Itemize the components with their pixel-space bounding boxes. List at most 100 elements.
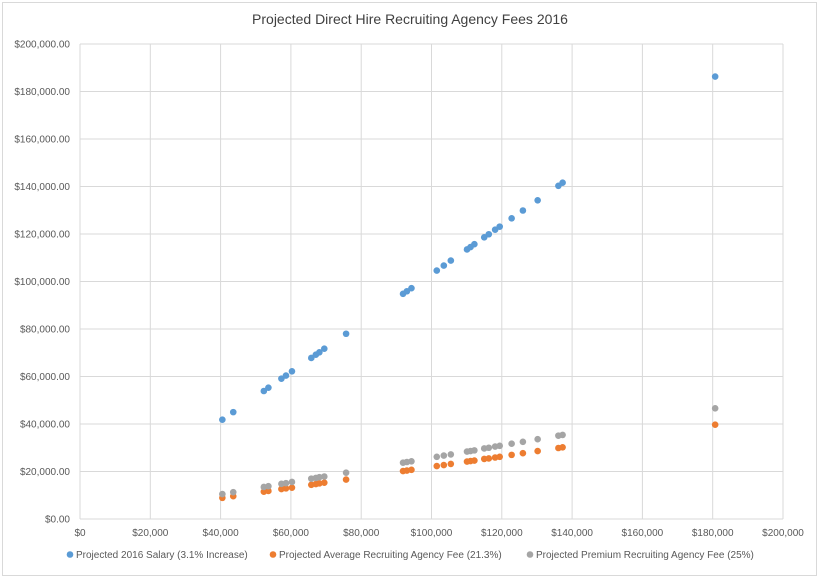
x-tick-label: $140,000 [551, 528, 593, 539]
legend-label: Projected Premium Recruiting Agency Fee … [536, 550, 754, 561]
data-point [559, 431, 566, 439]
data-point [496, 453, 503, 461]
data-point [508, 440, 515, 448]
x-tick-label: $200,000 [762, 528, 804, 539]
x-tick-label: $80,000 [343, 528, 380, 539]
data-point [229, 408, 237, 416]
y-tick-label: $200,000.00 [14, 40, 70, 51]
y-tick-label: $0.00 [45, 515, 70, 526]
data-point [316, 348, 323, 356]
data-point [534, 196, 541, 204]
data-point [471, 457, 478, 464]
data-point [485, 444, 493, 452]
data-point [447, 460, 455, 468]
legend-item: Projected Average Recruiting Agency Fee … [269, 550, 502, 561]
x-tick-label: $60,000 [273, 528, 310, 539]
data-point [316, 473, 323, 481]
data-point [508, 215, 515, 222]
data-point [433, 462, 441, 470]
data-point [320, 479, 328, 486]
x-tick-label: $40,000 [203, 528, 240, 539]
data-point [559, 179, 566, 186]
legend-label: Projected 2016 Salary (3.1% Increase) [76, 550, 248, 561]
data-point [342, 469, 350, 476]
data-point [440, 262, 448, 269]
y-tick-label: $20,000.00 [20, 467, 70, 478]
chart-title: Projected Direct Hire Recruiting Agency … [252, 11, 568, 27]
y-tick-label: $100,000.00 [14, 277, 70, 288]
data-point [288, 484, 296, 491]
data-point [282, 372, 290, 379]
data-point [440, 461, 448, 469]
y-axis-tick-labels: $0.00 $20,000.00 $40,000.00 $60,000.00 $80,0… [14, 40, 70, 526]
data-point [711, 421, 719, 429]
data-point [433, 267, 441, 274]
x-tick-label: $120,000 [481, 528, 523, 539]
data-point [447, 257, 455, 264]
data-point [316, 480, 323, 487]
data-point [534, 447, 541, 455]
series-2-markers [219, 405, 719, 498]
y-tick-label: $160,000.00 [14, 135, 70, 146]
data-point [229, 488, 237, 496]
data-point [282, 485, 290, 492]
data-point [519, 438, 527, 446]
data-point [559, 443, 566, 451]
data-point [408, 466, 415, 474]
data-point [342, 330, 350, 338]
data-point [711, 405, 719, 412]
legend-item: Projected Premium Recruiting Agency Fee … [526, 550, 754, 561]
legend-marker [66, 551, 74, 558]
data-point [307, 354, 315, 362]
data-point [433, 453, 441, 461]
series-0-markers [219, 73, 719, 424]
data-point [485, 455, 493, 462]
data-point [408, 457, 415, 465]
x-tick-label: $160,000 [622, 528, 664, 539]
data-point [519, 207, 527, 214]
x-tick-label: $20,000 [132, 528, 169, 539]
data-point [471, 240, 478, 248]
data-points [219, 73, 719, 502]
legend-marker [526, 551, 534, 558]
data-point [320, 345, 328, 353]
gridlines [79, 43, 784, 520]
data-point [534, 435, 541, 443]
legend: Projected 2016 Salary (3.1% Increase) Pro… [66, 550, 754, 561]
series-1-markers [219, 421, 719, 502]
data-point [265, 487, 272, 495]
y-tick-label: $80,000.00 [20, 325, 70, 336]
data-point [496, 442, 503, 450]
data-point [508, 451, 515, 459]
data-point [342, 476, 350, 483]
data-point [219, 490, 226, 498]
x-axis-tick-labels: $0 $20,000 $40,000 $60,000 $80,000 $100,000 $1… [74, 528, 804, 539]
x-tick-label: $0 [74, 528, 86, 539]
data-point [265, 482, 272, 490]
data-point [711, 73, 719, 80]
data-point [260, 387, 268, 395]
y-tick-label: $180,000.00 [14, 87, 70, 98]
y-tick-label: $40,000.00 [20, 420, 70, 431]
legend-label: Projected Average Recruiting Agency Fee … [279, 550, 502, 561]
data-point [496, 223, 503, 230]
x-tick-label: $180,000 [692, 528, 734, 539]
x-tick-label: $100,000 [411, 528, 453, 539]
data-point [288, 367, 296, 375]
data-point [265, 384, 272, 391]
data-point [288, 478, 296, 486]
data-point [471, 447, 478, 454]
data-point [219, 416, 226, 424]
data-point [519, 449, 527, 457]
legend-marker [269, 551, 277, 558]
y-tick-label: $60,000.00 [20, 372, 70, 383]
legend-item: Projected 2016 Salary (3.1% Increase) [66, 550, 248, 561]
data-point [282, 479, 290, 487]
data-point [440, 452, 448, 459]
data-point [485, 230, 493, 238]
y-tick-label: $140,000.00 [14, 182, 70, 193]
data-point [320, 473, 328, 480]
data-point [408, 284, 415, 292]
data-point [447, 451, 455, 458]
